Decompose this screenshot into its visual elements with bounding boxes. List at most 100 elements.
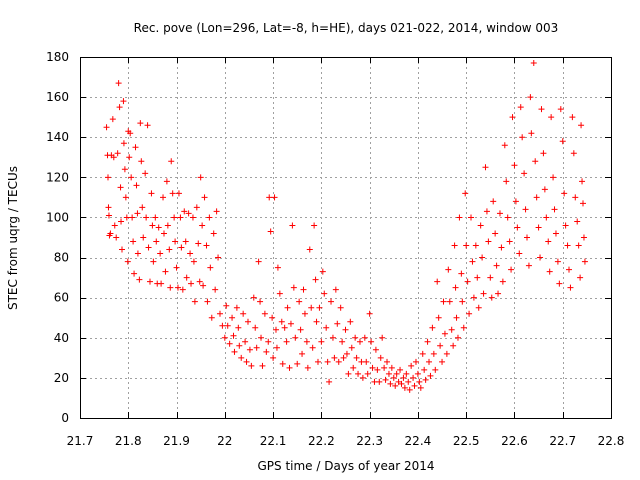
data-point (369, 364, 376, 371)
data-point (372, 346, 379, 353)
data-point (579, 178, 586, 185)
data-point (191, 298, 198, 305)
data-point (460, 324, 467, 331)
data-point (300, 286, 307, 293)
data-point (456, 214, 463, 221)
data-point (223, 302, 230, 309)
data-point (246, 346, 253, 353)
data-point (167, 284, 174, 291)
data-point (215, 254, 222, 261)
data-point (111, 222, 118, 229)
data-point (174, 284, 181, 291)
data-point (113, 234, 120, 241)
data-point (385, 370, 392, 377)
data-point (128, 174, 135, 181)
data-point (109, 116, 116, 123)
data-point (392, 382, 399, 389)
data-point (328, 298, 335, 305)
data-point (134, 250, 141, 257)
plot-frame (80, 57, 612, 419)
data-point (304, 364, 311, 371)
data-point (379, 334, 386, 341)
data-point (266, 194, 273, 201)
y-tick-label: 0 (61, 411, 69, 425)
y-tick-label: 80 (54, 251, 69, 265)
data-point (319, 268, 326, 275)
data-point (162, 268, 169, 275)
data-point (168, 158, 175, 165)
data-point (528, 130, 535, 137)
data-point (548, 114, 555, 121)
data-point (323, 324, 330, 331)
x-tick-label: 22.6 (501, 434, 528, 448)
data-point (204, 298, 211, 305)
data-point (197, 174, 204, 181)
x-tick-label: 22.4 (405, 434, 432, 448)
data-point (276, 290, 283, 297)
data-point (281, 324, 288, 331)
data-point (506, 238, 513, 245)
x-tick-label: 22.2 (308, 434, 335, 448)
data-point (440, 298, 447, 305)
data-point (318, 338, 325, 345)
data-point (163, 178, 170, 185)
data-point (532, 158, 539, 165)
data-point (324, 358, 331, 365)
data-point (160, 230, 167, 237)
data-point (356, 338, 363, 345)
data-point (366, 310, 373, 317)
data-point (148, 190, 155, 197)
data-point (422, 376, 429, 383)
x-tick-labels: 21.7 21.8 21.9 22 22.1 22.2 22.3 22.4 22.5 22.6 22… (67, 434, 625, 448)
data-point (231, 348, 238, 355)
data-point (350, 364, 357, 371)
data-point (466, 310, 473, 317)
data-point (509, 114, 516, 121)
data-point (171, 214, 178, 221)
data-point (263, 348, 270, 355)
data-point (169, 190, 176, 197)
data-point (393, 370, 400, 377)
data-point (337, 304, 344, 311)
data-point (398, 380, 405, 387)
data-point (155, 224, 162, 231)
y-tick-label: 120 (46, 170, 69, 184)
data-point (345, 370, 352, 377)
data-point (316, 304, 323, 311)
data-point (511, 162, 518, 169)
data-point (188, 280, 195, 287)
data-point (525, 262, 532, 269)
data-point (309, 344, 316, 351)
data-point (273, 344, 280, 351)
data-point (216, 310, 223, 317)
data-point (326, 378, 333, 385)
data-point (441, 330, 448, 337)
data-point (446, 298, 453, 305)
data-point (352, 334, 359, 341)
data-point (175, 190, 182, 197)
data-point (550, 174, 557, 181)
data-point (483, 208, 490, 215)
data-point (286, 364, 293, 371)
data-point (143, 214, 150, 221)
y-tick-label: 40 (54, 331, 69, 345)
data-point (240, 310, 247, 317)
data-point (470, 294, 477, 301)
data-point (166, 246, 173, 253)
data-point (172, 238, 179, 245)
data-point (308, 304, 315, 311)
data-point (259, 362, 266, 369)
data-point (381, 364, 388, 371)
data-point (570, 150, 577, 157)
data-point (195, 240, 202, 247)
data-point (272, 326, 279, 333)
grid-lines (80, 57, 611, 418)
data-point (243, 358, 250, 365)
data-point (545, 238, 552, 245)
data-point (487, 274, 494, 281)
data-point (504, 214, 511, 221)
data-point (445, 266, 452, 273)
data-point (540, 150, 547, 157)
data-point (412, 358, 419, 365)
data-point (258, 334, 265, 341)
